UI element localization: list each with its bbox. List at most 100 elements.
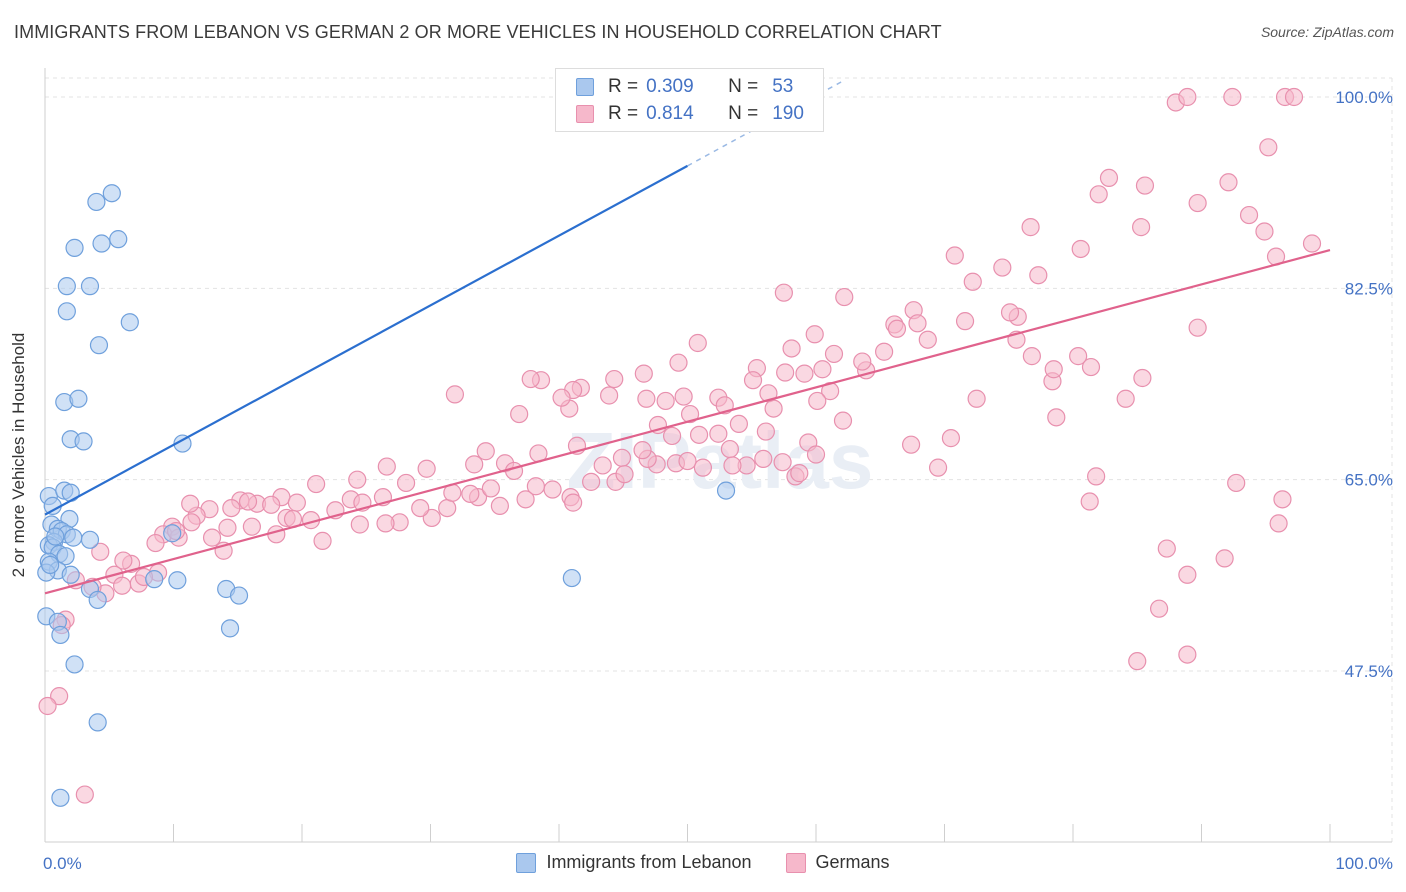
legend-swatch-blue xyxy=(576,78,594,96)
germans-trend-line xyxy=(44,249,1331,595)
lebanon-point xyxy=(102,184,121,203)
germans-point xyxy=(376,514,395,533)
n-value: 53 xyxy=(772,76,794,97)
lebanon-point xyxy=(69,389,88,408)
germans-point xyxy=(1069,347,1088,366)
germans-point xyxy=(754,449,773,468)
germans-point xyxy=(813,360,832,379)
germans-point xyxy=(1099,168,1119,188)
germans-point xyxy=(504,461,524,481)
germans-point xyxy=(313,531,332,550)
germans-point xyxy=(1133,368,1152,388)
germans-point xyxy=(824,344,844,364)
germans-point xyxy=(1255,222,1274,241)
germans-point xyxy=(564,493,583,512)
germans-point xyxy=(1116,389,1135,408)
germans-point xyxy=(1259,138,1278,157)
lebanon-point xyxy=(163,524,182,543)
germans-point xyxy=(1022,347,1041,366)
germans-point xyxy=(181,494,200,513)
germans-point xyxy=(1178,87,1197,107)
lebanon-point xyxy=(51,625,70,645)
legend-item-germans[interactable]: Germans xyxy=(785,852,890,873)
germans-point xyxy=(481,479,500,498)
germans-point xyxy=(1071,239,1090,259)
germans-point xyxy=(723,456,742,475)
germans-point xyxy=(1021,218,1040,237)
y-tick-label: 65.0% xyxy=(1345,471,1393,490)
germans-point xyxy=(1080,492,1099,511)
germans-point xyxy=(287,493,306,512)
germans-point xyxy=(1128,652,1147,671)
germans-point xyxy=(238,492,258,511)
germans-point xyxy=(461,484,480,503)
germans-point xyxy=(634,364,653,383)
germans-point xyxy=(967,389,986,408)
legend-label-lebanon: Immigrants from Lebanon xyxy=(546,852,752,872)
germans-point xyxy=(202,528,222,547)
germans-point xyxy=(112,576,132,595)
germans-point xyxy=(1302,234,1322,253)
germans-point xyxy=(674,387,693,406)
germans-point xyxy=(1273,490,1292,509)
germans-point xyxy=(350,515,369,534)
germans-point xyxy=(993,258,1012,277)
lebanon-point xyxy=(80,530,100,549)
germans-point xyxy=(1178,565,1197,584)
germans-point xyxy=(1223,87,1242,107)
germans-point xyxy=(955,312,975,331)
lebanon-point xyxy=(88,713,107,732)
germans-point xyxy=(795,364,814,383)
r-label: R = xyxy=(608,76,639,97)
germans-point xyxy=(417,459,436,478)
lebanon-points xyxy=(37,184,736,807)
germans-point xyxy=(941,429,961,448)
germans-point xyxy=(146,533,165,553)
germans-point xyxy=(411,498,430,518)
lebanon-point xyxy=(56,547,75,566)
germans-point xyxy=(662,426,682,446)
r-value: 0.309 xyxy=(646,76,694,97)
germans-point xyxy=(887,319,907,338)
germans-point xyxy=(853,352,872,371)
lebanon-point xyxy=(562,568,581,588)
stats-legend: R = 0.309 N = 53 R = 0.814 N = 190 xyxy=(555,68,824,132)
lebanon-point xyxy=(43,496,62,516)
legend-item-lebanon[interactable]: Immigrants from Lebanon xyxy=(516,852,752,873)
germans-point xyxy=(605,369,624,389)
germans-point xyxy=(805,325,824,344)
germans-point xyxy=(1149,599,1169,618)
germans-point xyxy=(709,424,728,443)
germans-point xyxy=(1188,318,1207,337)
lebanon-point xyxy=(64,528,83,547)
germans-point xyxy=(396,473,416,493)
germans-point xyxy=(91,542,110,561)
y-tick-label: 100.0% xyxy=(1335,88,1393,107)
legend-swatch-pink xyxy=(785,852,806,873)
germans-point xyxy=(267,525,286,544)
germans-point xyxy=(1188,193,1207,213)
germans-point xyxy=(1000,303,1020,322)
lebanon-point xyxy=(87,192,106,212)
lebanon-point xyxy=(41,555,60,575)
x-tick-label-max: 100.0% xyxy=(1335,854,1393,873)
germans-point xyxy=(510,404,529,424)
germans-point xyxy=(720,439,740,459)
trend-lines xyxy=(44,81,1331,595)
germans-point xyxy=(808,391,827,411)
germans-point xyxy=(1044,360,1063,379)
y-tick-label: 47.5% xyxy=(1345,662,1393,681)
germans-point xyxy=(678,451,697,471)
x-tick-label-min: 0.0% xyxy=(43,854,82,873)
legend-swatch-blue xyxy=(516,852,537,873)
germans-point xyxy=(1239,205,1259,225)
germans-point xyxy=(552,388,571,407)
germans-point xyxy=(262,495,281,514)
germans-point xyxy=(445,385,465,404)
germans-point xyxy=(600,386,619,405)
germans-point xyxy=(490,496,509,516)
germans-point xyxy=(1087,467,1106,486)
germans-point xyxy=(1029,266,1048,285)
germans-point xyxy=(377,457,396,476)
germans-point xyxy=(790,464,809,483)
